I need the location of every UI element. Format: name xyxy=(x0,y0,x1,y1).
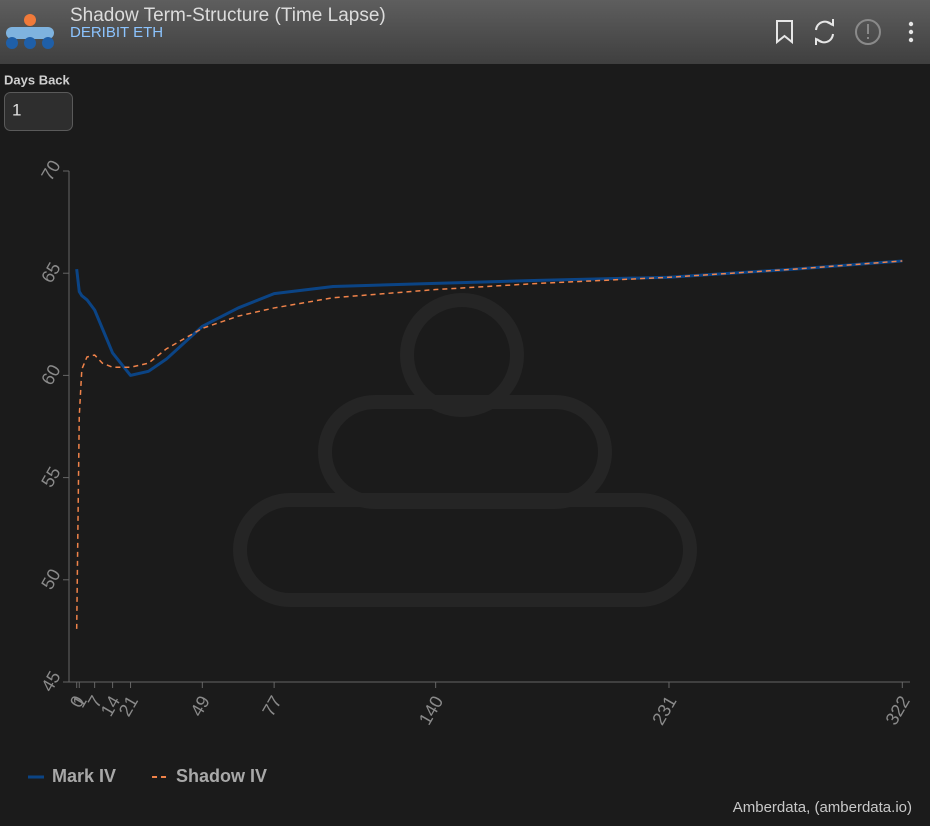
y-tick-label: 60 xyxy=(37,361,64,388)
credit: Amberdata, (amberdata.io) xyxy=(733,799,912,816)
x-tick-label: 49 xyxy=(187,692,214,719)
days-back-input[interactable] xyxy=(4,92,73,131)
legend-label[interactable]: Shadow IV xyxy=(176,766,267,786)
y-tick-label: 45 xyxy=(37,668,64,695)
header-bar xyxy=(0,0,930,64)
y-tick-label: 55 xyxy=(37,463,64,490)
logo xyxy=(6,14,54,49)
days-back-label: Days Back xyxy=(4,72,71,87)
x-tick-label: 140 xyxy=(415,692,447,728)
alert-button[interactable] xyxy=(855,19,881,45)
series-line xyxy=(75,260,903,629)
bookmark-button[interactable] xyxy=(776,20,793,45)
y-tick-label: 50 xyxy=(37,566,64,593)
series-line xyxy=(75,259,903,377)
y-tick-label: 65 xyxy=(37,259,64,286)
x-tick-label: 77 xyxy=(258,692,285,719)
refresh-button[interactable] xyxy=(815,19,834,45)
widget-title: Shadow Term-Structure (Time Lapse) xyxy=(70,5,386,26)
x-tick-label: 322 xyxy=(882,692,914,728)
menu-button[interactable] xyxy=(908,21,914,43)
days-back-value[interactable]: 1 xyxy=(12,100,21,119)
x-tick-label: 231 xyxy=(648,692,680,728)
x-tick-label: 21 xyxy=(115,692,142,719)
y-tick-label: 70 xyxy=(37,157,64,184)
watermark xyxy=(233,293,697,607)
widget-subtitle: DERIBIT ETH xyxy=(70,24,163,41)
legend-label[interactable]: Mark IV xyxy=(52,766,116,786)
